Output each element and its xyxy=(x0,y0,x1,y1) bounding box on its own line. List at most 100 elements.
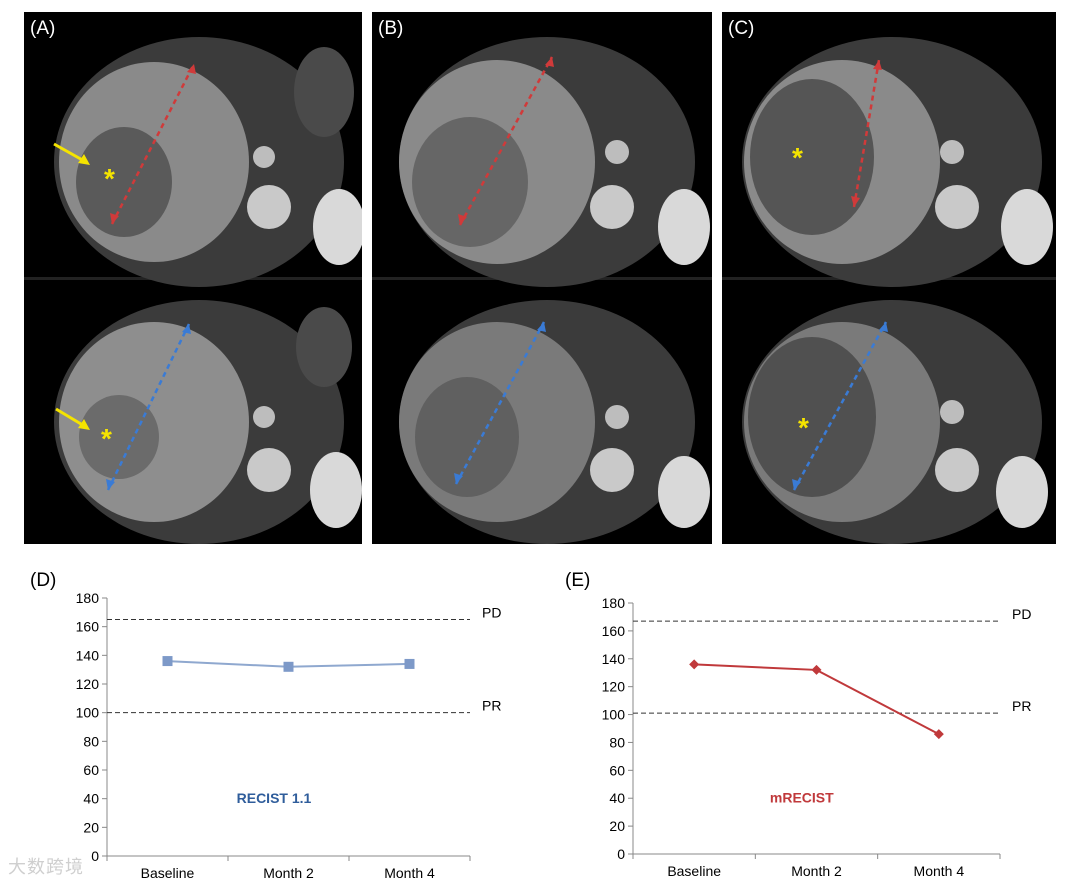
y-tick-label: 40 xyxy=(609,790,625,806)
chart-label-e: (E) xyxy=(565,570,591,591)
vertebra xyxy=(935,448,979,492)
necrotic-tumor xyxy=(748,337,876,497)
x-tick-label: Month 2 xyxy=(263,865,314,881)
y-tick-label: 120 xyxy=(602,679,626,695)
vertebra xyxy=(247,185,291,229)
necrotic-tumor xyxy=(750,79,874,235)
asterisk-marker: * xyxy=(101,423,112,454)
kidney xyxy=(996,456,1048,528)
kidney xyxy=(313,189,362,265)
data-point xyxy=(283,661,294,672)
y-tick-label: 20 xyxy=(609,818,625,834)
arrowhead xyxy=(873,60,882,70)
y-tick-label: 160 xyxy=(76,619,100,635)
ct-panel-b: (B) xyxy=(372,12,712,544)
kidney xyxy=(310,452,362,528)
reference-label-pd: PD xyxy=(1012,606,1031,622)
chart-title: RECIST 1.1 xyxy=(237,790,312,806)
data-point xyxy=(933,729,944,740)
y-tick-label: 120 xyxy=(76,676,100,692)
data-point xyxy=(404,658,415,669)
y-tick-label: 60 xyxy=(609,762,625,778)
tumor xyxy=(76,127,172,237)
y-tick-label: 160 xyxy=(602,623,626,639)
aorta xyxy=(940,140,964,164)
kidney xyxy=(658,189,710,265)
arrowhead xyxy=(851,196,860,207)
y-tick-label: 80 xyxy=(609,734,625,750)
data-point xyxy=(162,656,173,667)
yellow-arrow xyxy=(53,142,87,164)
aorta xyxy=(940,400,964,424)
kidney xyxy=(658,456,710,528)
kidney xyxy=(1001,189,1053,265)
data-point xyxy=(689,659,700,670)
tumor xyxy=(412,117,528,247)
measure-line-red xyxy=(110,63,196,225)
chart-title: mRECIST xyxy=(770,789,834,805)
aorta xyxy=(253,146,275,168)
panel-label-a: (A) xyxy=(30,18,56,39)
aorta xyxy=(605,140,629,164)
x-tick-label: Baseline xyxy=(667,863,721,879)
arrowhead xyxy=(110,213,119,224)
y-tick-label: 100 xyxy=(76,705,100,721)
bowel xyxy=(296,307,352,387)
y-tick-label: 20 xyxy=(83,819,99,835)
yellow-arrowhead xyxy=(78,154,90,165)
tumor xyxy=(415,377,519,497)
measure-line-blue xyxy=(454,321,546,485)
chart-label-d: (D) xyxy=(30,570,57,591)
asterisk-marker: * xyxy=(798,412,809,443)
measure-line-red xyxy=(458,56,554,226)
arrowhead xyxy=(187,64,196,74)
asterisk-marker: * xyxy=(104,163,115,194)
y-tick-label: 140 xyxy=(602,651,626,667)
y-tick-label: 0 xyxy=(617,846,625,862)
ct-panel-a-image: * * xyxy=(24,37,362,544)
vertebra xyxy=(590,448,634,492)
y-tick-label: 0 xyxy=(91,848,99,864)
y-tick-label: 180 xyxy=(76,590,100,606)
panel-label-b: (B) xyxy=(378,18,404,39)
vertebra xyxy=(247,448,291,492)
y-tick-label: 80 xyxy=(83,733,99,749)
x-tick-label: Month 2 xyxy=(791,863,842,879)
arrowhead xyxy=(454,473,463,484)
panel-label-c: (C) xyxy=(728,18,755,39)
y-tick-label: 40 xyxy=(83,791,99,807)
x-tick-label: Month 4 xyxy=(384,865,435,881)
vertebra xyxy=(590,185,634,229)
aorta xyxy=(605,405,629,429)
y-tick-label: 60 xyxy=(83,762,99,778)
arrowhead xyxy=(537,322,546,332)
arrowhead xyxy=(545,57,554,67)
ct-panel-c-image: * * xyxy=(722,37,1056,544)
chart-d-recist: 0 20 40 60 80 100 120 140 160 180 Baseline Month 2 M… xyxy=(76,590,502,881)
tumor xyxy=(79,395,159,479)
reference-label-pr: PR xyxy=(1012,698,1031,714)
yellow-arrowhead xyxy=(78,419,90,430)
measure-line-red xyxy=(852,59,881,208)
arrowhead xyxy=(458,214,467,225)
arrowhead xyxy=(182,324,191,334)
y-tick-label: 180 xyxy=(602,595,626,611)
y-tick-label: 140 xyxy=(76,647,100,663)
x-tick-label: Month 4 xyxy=(914,863,965,879)
asterisk-marker: * xyxy=(792,142,803,173)
reference-label-pr: PR xyxy=(482,698,501,714)
chart-e-mrecist: 0 20 40 60 80 100 120 140 160 180 Baseline Month 2 M… xyxy=(602,595,1032,879)
aorta xyxy=(253,406,275,428)
x-tick-label: Baseline xyxy=(141,865,195,881)
y-tick-label: 100 xyxy=(602,707,626,723)
ct-panel-c: * * (C) xyxy=(722,12,1056,544)
vertebra xyxy=(935,185,979,229)
ct-panel-a: * * (A) xyxy=(24,12,362,544)
arrowhead xyxy=(792,479,801,490)
measure-line-blue xyxy=(792,321,888,491)
measure-line-blue xyxy=(106,323,191,491)
arrowhead xyxy=(879,322,888,332)
bowel xyxy=(294,47,354,137)
data-point xyxy=(811,664,822,675)
watermark-text: 大数跨境 xyxy=(8,857,84,878)
